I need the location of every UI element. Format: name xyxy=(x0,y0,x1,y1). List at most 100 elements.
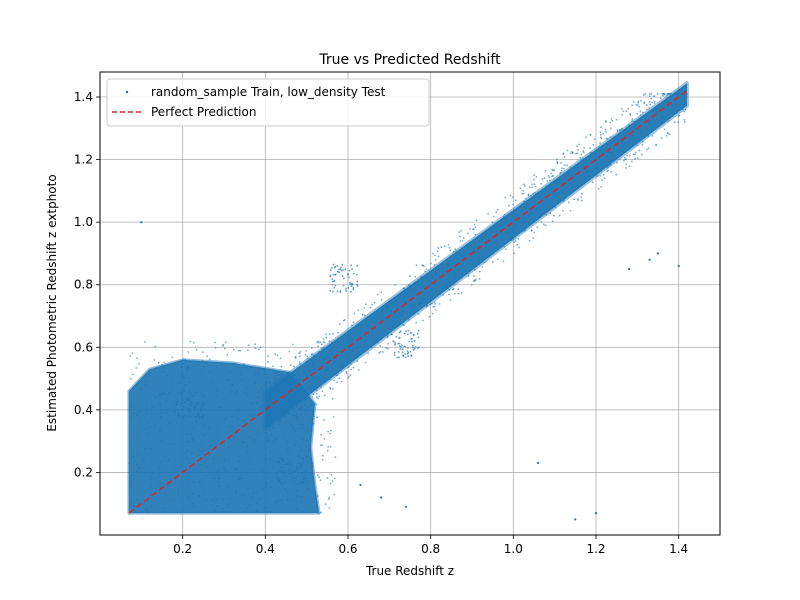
scatter-point xyxy=(151,472,154,475)
scatter-point xyxy=(129,480,132,483)
scatter-point xyxy=(599,174,602,177)
scatter-point xyxy=(613,154,615,157)
scatter-point xyxy=(636,144,639,147)
scatter-point xyxy=(191,394,193,397)
scatter-point xyxy=(683,119,686,121)
scatter-point xyxy=(272,365,274,368)
scatter-point xyxy=(580,159,582,162)
scatter-point-clump xyxy=(288,460,291,462)
scatter-point xyxy=(655,144,657,146)
scatter-point xyxy=(227,379,230,382)
scatter-point xyxy=(653,100,656,103)
scatter-point-clump xyxy=(300,466,302,469)
scatter-point xyxy=(442,263,444,266)
scatter-point xyxy=(270,486,272,489)
scatter-point xyxy=(270,433,273,436)
scatter-point xyxy=(318,341,320,344)
x-tick-label: 0.2 xyxy=(173,542,192,556)
scatter-point xyxy=(524,184,526,187)
scatter-point xyxy=(552,192,555,195)
scatter-point xyxy=(562,152,565,155)
scatter-point xyxy=(166,412,168,415)
scatter-point-clump xyxy=(350,285,353,287)
scatter-point xyxy=(422,276,424,279)
scatter-point xyxy=(325,358,328,360)
scatter-point xyxy=(608,164,611,167)
scatter-point-outlier xyxy=(404,505,407,508)
scatter-point xyxy=(154,396,157,398)
scatter-point xyxy=(280,365,283,368)
scatter-point xyxy=(254,343,256,346)
scatter-point xyxy=(333,379,335,382)
scatter-point-clump xyxy=(413,347,416,350)
scatter-point xyxy=(671,108,674,111)
scatter-point xyxy=(520,209,523,211)
scatter-point xyxy=(491,221,494,224)
scatter-point xyxy=(158,394,161,397)
scatter-point-clump xyxy=(347,286,350,289)
scatter-point xyxy=(278,420,281,422)
scatter-point xyxy=(400,314,403,317)
scatter-point-clump xyxy=(194,391,197,394)
scatter-point xyxy=(597,187,600,190)
scatter-point xyxy=(244,511,246,513)
scatter-point xyxy=(144,384,147,386)
scatter-point xyxy=(277,370,280,373)
scatter-point xyxy=(264,422,266,425)
scatter-point xyxy=(512,203,515,206)
scatter-point xyxy=(559,172,562,175)
scatter-point xyxy=(516,243,519,246)
scatter-point xyxy=(532,192,534,195)
scatter-point-clump xyxy=(409,351,412,353)
scatter-point xyxy=(303,403,306,406)
scatter-point xyxy=(159,482,162,485)
scatter-point xyxy=(346,377,349,379)
scatter-point-clump xyxy=(193,406,196,409)
scatter-point xyxy=(271,396,274,399)
scatter-point xyxy=(298,379,301,381)
scatter-point xyxy=(256,402,259,405)
scatter-point xyxy=(202,434,205,437)
scatter-point xyxy=(338,323,341,326)
scatter-point xyxy=(254,382,257,384)
scatter-point xyxy=(538,196,541,199)
scatter-point xyxy=(246,507,249,510)
scatter-point xyxy=(265,458,267,461)
scatter-point xyxy=(242,493,244,496)
scatter-point xyxy=(267,360,269,363)
scatter-point xyxy=(270,387,273,389)
scatter-point xyxy=(294,444,297,446)
scatter-point xyxy=(331,480,334,482)
scatter-point-clump xyxy=(286,463,289,466)
scatter-point xyxy=(217,425,220,428)
scatter-point xyxy=(136,470,139,472)
scatter-point xyxy=(403,310,406,313)
scatter-point xyxy=(266,377,269,380)
scatter-point xyxy=(535,198,538,201)
scatter-point xyxy=(202,366,205,369)
scatter-point xyxy=(631,120,633,122)
scatter-point xyxy=(201,360,204,362)
scatter-point xyxy=(273,376,276,379)
scatter-point xyxy=(198,481,201,483)
scatter-point xyxy=(656,93,659,95)
scatter-point xyxy=(413,282,415,285)
scatter-point xyxy=(304,470,307,473)
scatter-point xyxy=(535,208,538,211)
scatter-point xyxy=(544,169,547,172)
scatter-point xyxy=(472,275,475,278)
scatter-point xyxy=(321,348,323,350)
scatter-point xyxy=(482,251,485,254)
scatter-point xyxy=(683,96,686,99)
scatter-point-clump xyxy=(298,466,301,469)
scatter-point xyxy=(426,297,428,300)
scatter-point xyxy=(637,100,640,103)
scatter-point xyxy=(525,202,528,205)
scatter-point xyxy=(281,400,283,403)
scatter-point xyxy=(633,120,635,123)
scatter-point xyxy=(216,505,219,507)
scatter-point xyxy=(380,298,383,301)
scatter-point xyxy=(481,266,484,268)
scatter-point xyxy=(473,279,476,281)
scatter-point xyxy=(555,202,558,204)
